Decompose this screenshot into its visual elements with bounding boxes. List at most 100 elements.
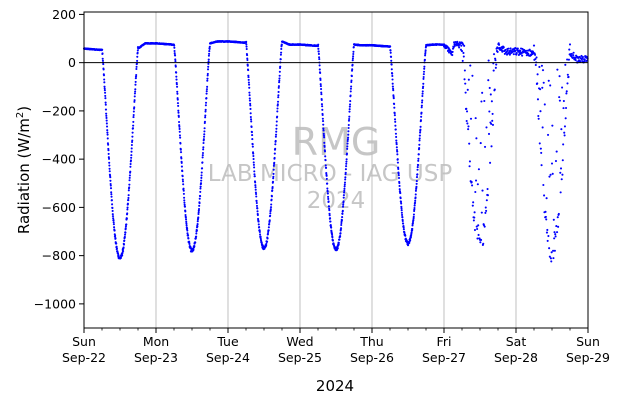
data-point <box>201 167 204 170</box>
data-point <box>416 168 419 171</box>
data-point <box>495 63 498 66</box>
data-point <box>199 187 202 190</box>
data-point <box>320 91 323 94</box>
data-point <box>485 126 488 129</box>
data-point <box>543 103 546 106</box>
data-point <box>412 213 415 216</box>
data-point <box>323 150 327 153</box>
data-point <box>109 184 112 187</box>
data-point <box>549 84 552 87</box>
data-point <box>320 93 323 96</box>
data-point <box>179 136 182 139</box>
data-point <box>325 174 328 177</box>
data-point <box>134 83 137 86</box>
data-point <box>108 161 111 164</box>
data-point <box>319 85 322 88</box>
data-point <box>252 161 255 164</box>
data-point <box>562 107 565 110</box>
data-point <box>484 211 487 214</box>
data-point <box>265 242 268 245</box>
data-point <box>418 147 421 150</box>
data-point <box>326 190 329 193</box>
data-point <box>249 115 252 119</box>
data-point <box>246 57 249 60</box>
data-point <box>109 182 112 186</box>
data-point <box>552 249 555 252</box>
data-point <box>205 88 208 91</box>
data-point <box>248 99 252 102</box>
data-point <box>514 49 517 52</box>
data-point <box>551 172 554 175</box>
data-point <box>349 90 352 93</box>
data-point <box>346 142 349 145</box>
data-point <box>414 199 417 202</box>
data-point <box>480 100 483 103</box>
data-point <box>208 50 211 53</box>
data-point <box>417 153 420 156</box>
data-point <box>345 152 349 155</box>
data-point <box>330 233 334 236</box>
watermark-title: RMG <box>292 120 381 164</box>
data-point <box>413 207 416 210</box>
data-point <box>394 124 397 127</box>
data-point <box>471 204 474 207</box>
data-point <box>119 256 122 259</box>
data-point <box>411 227 414 230</box>
data-point <box>199 182 203 185</box>
data-point <box>129 159 133 162</box>
data-point <box>340 219 343 222</box>
data-point <box>102 63 105 66</box>
data-point <box>111 213 114 216</box>
data-point <box>476 237 479 240</box>
data-point <box>207 62 210 65</box>
data-point <box>583 58 586 61</box>
data-point <box>105 119 108 122</box>
data-point <box>274 139 277 143</box>
data-point <box>417 159 420 162</box>
data-point <box>257 223 260 226</box>
data-point <box>415 182 418 185</box>
data-point <box>490 122 493 125</box>
data-point <box>197 216 200 219</box>
data-point <box>566 73 569 76</box>
data-point <box>277 96 280 99</box>
data-point <box>254 186 257 189</box>
data-point <box>206 74 209 77</box>
data-point <box>508 53 511 56</box>
data-point <box>177 115 180 118</box>
data-point <box>175 78 178 81</box>
data-point <box>132 116 135 119</box>
data-point <box>194 241 197 244</box>
data-point <box>124 231 127 234</box>
data-point <box>345 158 348 161</box>
data-point <box>344 176 347 179</box>
data-point <box>350 85 353 88</box>
data-point <box>349 100 352 103</box>
data-point <box>130 144 133 147</box>
data-point <box>483 225 486 228</box>
data-point <box>346 145 349 148</box>
data-point <box>205 90 208 93</box>
data-point <box>279 53 282 56</box>
data-point <box>413 201 417 204</box>
data-point <box>580 54 583 57</box>
data-point <box>464 82 467 85</box>
data-point <box>494 66 497 69</box>
data-point <box>471 184 474 187</box>
data-point <box>395 139 398 142</box>
data-point <box>136 59 139 62</box>
data-point <box>488 86 491 90</box>
data-point <box>558 75 561 78</box>
data-point <box>462 55 465 58</box>
data-point <box>389 45 392 48</box>
data-point <box>201 151 205 155</box>
data-point <box>317 43 320 46</box>
x-tick-label: Fri Sep-27 <box>422 334 466 365</box>
data-point <box>173 44 176 47</box>
data-point <box>324 164 327 167</box>
data-point <box>554 160 558 163</box>
data-point <box>421 90 424 93</box>
data-point <box>411 224 414 227</box>
data-point <box>401 213 404 217</box>
data-point <box>331 239 334 242</box>
